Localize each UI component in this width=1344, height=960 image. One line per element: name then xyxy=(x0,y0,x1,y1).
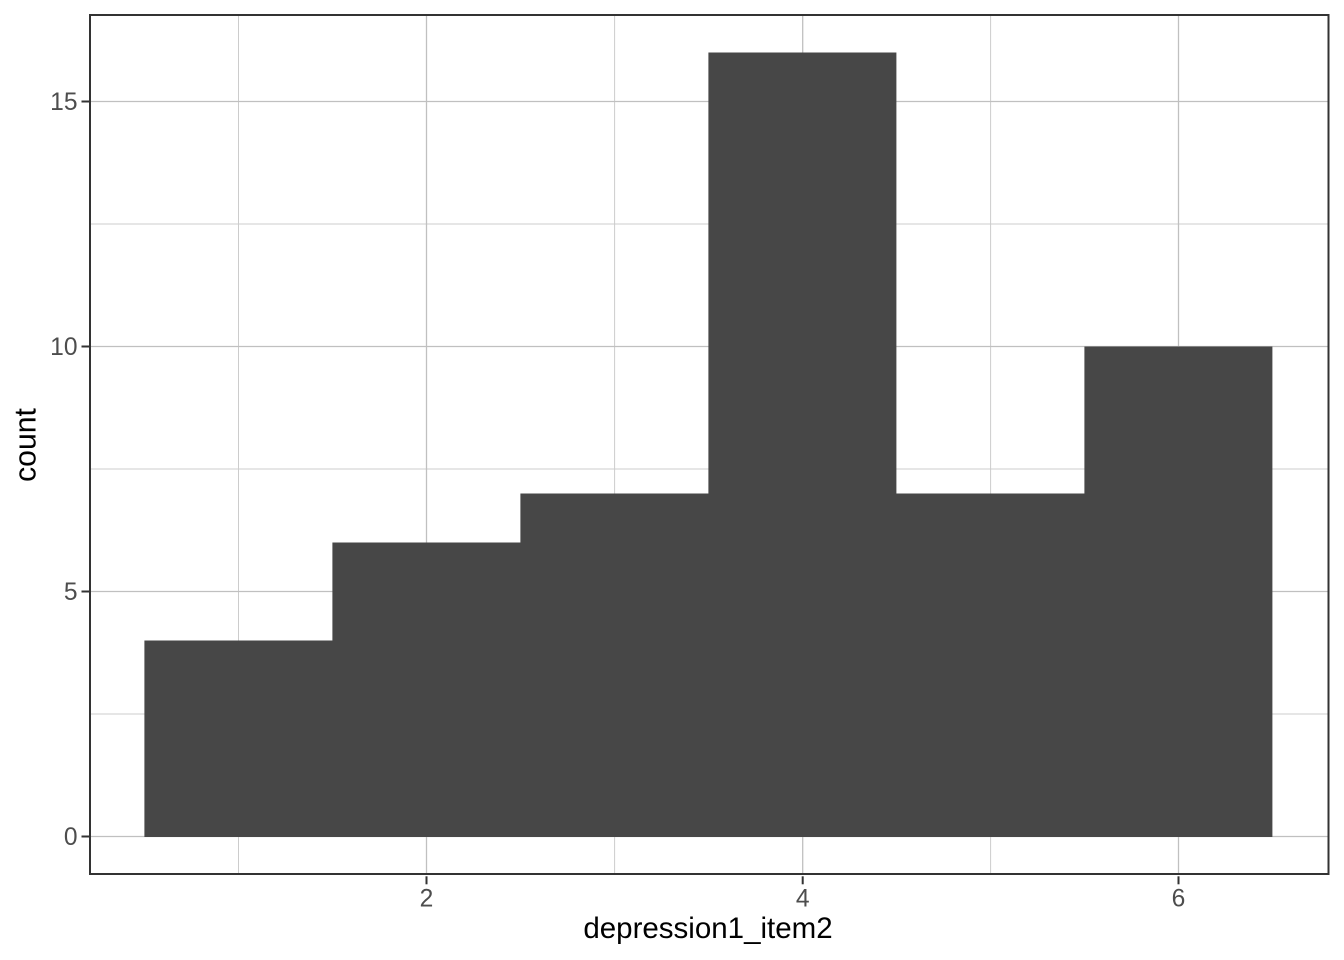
svg-text:10: 10 xyxy=(50,334,77,361)
svg-text:2: 2 xyxy=(420,886,434,913)
svg-text:5: 5 xyxy=(64,579,78,606)
svg-text:count: count xyxy=(10,407,43,481)
svg-text:depression1_item2: depression1_item2 xyxy=(583,912,832,945)
svg-text:0: 0 xyxy=(64,824,78,851)
svg-text:4: 4 xyxy=(796,886,810,913)
svg-text:15: 15 xyxy=(50,89,77,116)
svg-text:6: 6 xyxy=(1172,886,1186,913)
